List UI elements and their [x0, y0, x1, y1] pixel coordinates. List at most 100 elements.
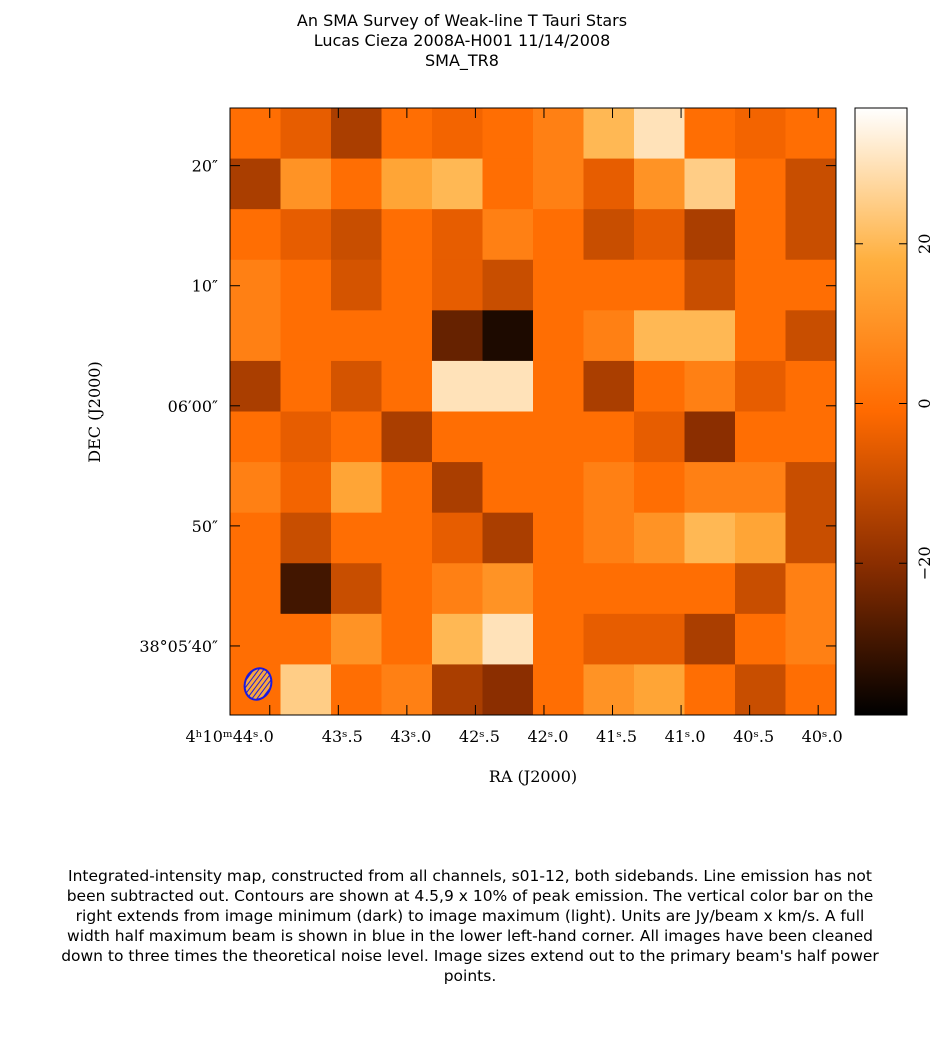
heat-cell [331, 108, 382, 160]
heat-cell [482, 664, 534, 716]
heat-cell [634, 360, 685, 412]
heat-cell [735, 462, 786, 514]
heat-cell [230, 512, 281, 564]
heat-cell [684, 563, 736, 615]
colorbar-tick-label: 0 [915, 398, 931, 408]
heat-cell [482, 512, 534, 564]
heat-cell [634, 158, 685, 210]
heat-cell [230, 462, 281, 514]
heat-cell [432, 310, 483, 362]
heat-cell [533, 360, 584, 412]
heat-cell [735, 310, 786, 362]
heat-cell [230, 411, 281, 463]
heat-cell [533, 259, 584, 311]
heat-cell [785, 664, 837, 716]
heat-cell [280, 310, 332, 362]
heat-cell [331, 563, 382, 615]
heat-cell [583, 259, 635, 311]
heat-cell [533, 613, 584, 665]
heat-cell [381, 563, 433, 615]
heat-cell [432, 462, 483, 514]
heat-cell [735, 259, 786, 311]
heat-cell [684, 108, 736, 160]
x-tick-label: 42ˢ.5 [459, 727, 500, 746]
beam-hatch [245, 667, 271, 701]
heat-cell [482, 259, 534, 311]
heat-cell [785, 310, 837, 362]
heat-cell [634, 259, 685, 311]
heat-cell [735, 563, 786, 615]
heat-cell [785, 360, 837, 412]
heat-cell [634, 512, 685, 564]
heat-cell [533, 209, 584, 261]
heat-cell [735, 209, 786, 261]
x-tick-label: 40ˢ.0 [802, 727, 843, 746]
heat-cell [533, 158, 584, 210]
heat-cell [381, 360, 433, 412]
heat-cell [583, 613, 635, 665]
heat-cell [482, 310, 534, 362]
heat-cell [533, 411, 584, 463]
y-tick-label: 10″ [192, 277, 218, 296]
heat-cell [280, 664, 332, 716]
heat-cell [482, 563, 534, 615]
heat-cell [381, 209, 433, 261]
y-tick-label: 38°05′40″ [139, 637, 218, 656]
heat-cell [785, 462, 837, 514]
heat-cell [230, 108, 281, 160]
x-tick-label: 41ˢ.5 [596, 727, 637, 746]
heat-cell [583, 563, 635, 615]
x-tick-label: 43ˢ.0 [390, 727, 431, 746]
heat-cell [735, 158, 786, 210]
heat-cell [381, 158, 433, 210]
heat-cell [482, 411, 534, 463]
heat-cell [634, 108, 685, 160]
heat-cell [735, 108, 786, 160]
x-tick-label: 42ˢ.0 [527, 727, 568, 746]
heat-cell [280, 158, 332, 210]
heat-cell [230, 158, 281, 210]
heat-cell [533, 563, 584, 615]
heat-cell [280, 108, 332, 160]
heat-cell [634, 310, 685, 362]
heat-cell [230, 360, 281, 412]
y-tick-label: 20″ [192, 157, 218, 176]
heat-cell [583, 108, 635, 160]
heat-cell [634, 209, 685, 261]
y-axis-label: DEC (J2000) [85, 361, 104, 462]
heat-cell [785, 512, 837, 564]
heat-cell [533, 310, 584, 362]
heat-cell [432, 259, 483, 311]
heat-cell [735, 411, 786, 463]
heat-cell [381, 512, 433, 564]
heat-cell [432, 209, 483, 261]
heat-cell [381, 310, 433, 362]
heat-cell [331, 360, 382, 412]
heat-cell [735, 664, 786, 716]
heat-cell [280, 512, 332, 564]
title-line: SMA_TR8 [425, 51, 499, 71]
heat-cell [634, 664, 685, 716]
colorbar [854, 107, 908, 716]
heat-cell [583, 411, 635, 463]
heat-cell [583, 209, 635, 261]
beam-hatch [240, 667, 261, 701]
heat-cell [634, 563, 685, 615]
heat-cell [482, 209, 534, 261]
colorbar-tick-label: −20 [915, 546, 931, 580]
heat-cell [280, 411, 332, 463]
heat-cell [684, 259, 736, 311]
x-tick-label: 43ˢ.5 [322, 727, 363, 746]
colorbar-tick-label: 20 [915, 234, 931, 254]
heat-cell [785, 108, 837, 160]
heat-cell [684, 664, 736, 716]
heat-cell [230, 209, 281, 261]
heat-cell [331, 158, 382, 210]
x-tick-label: 4ʰ10ᵐ44ˢ.0 [185, 727, 273, 746]
heat-cell [735, 512, 786, 564]
heat-cell [583, 664, 635, 716]
heat-cell [583, 360, 635, 412]
heat-cell [331, 512, 382, 564]
heat-cell [785, 613, 837, 665]
